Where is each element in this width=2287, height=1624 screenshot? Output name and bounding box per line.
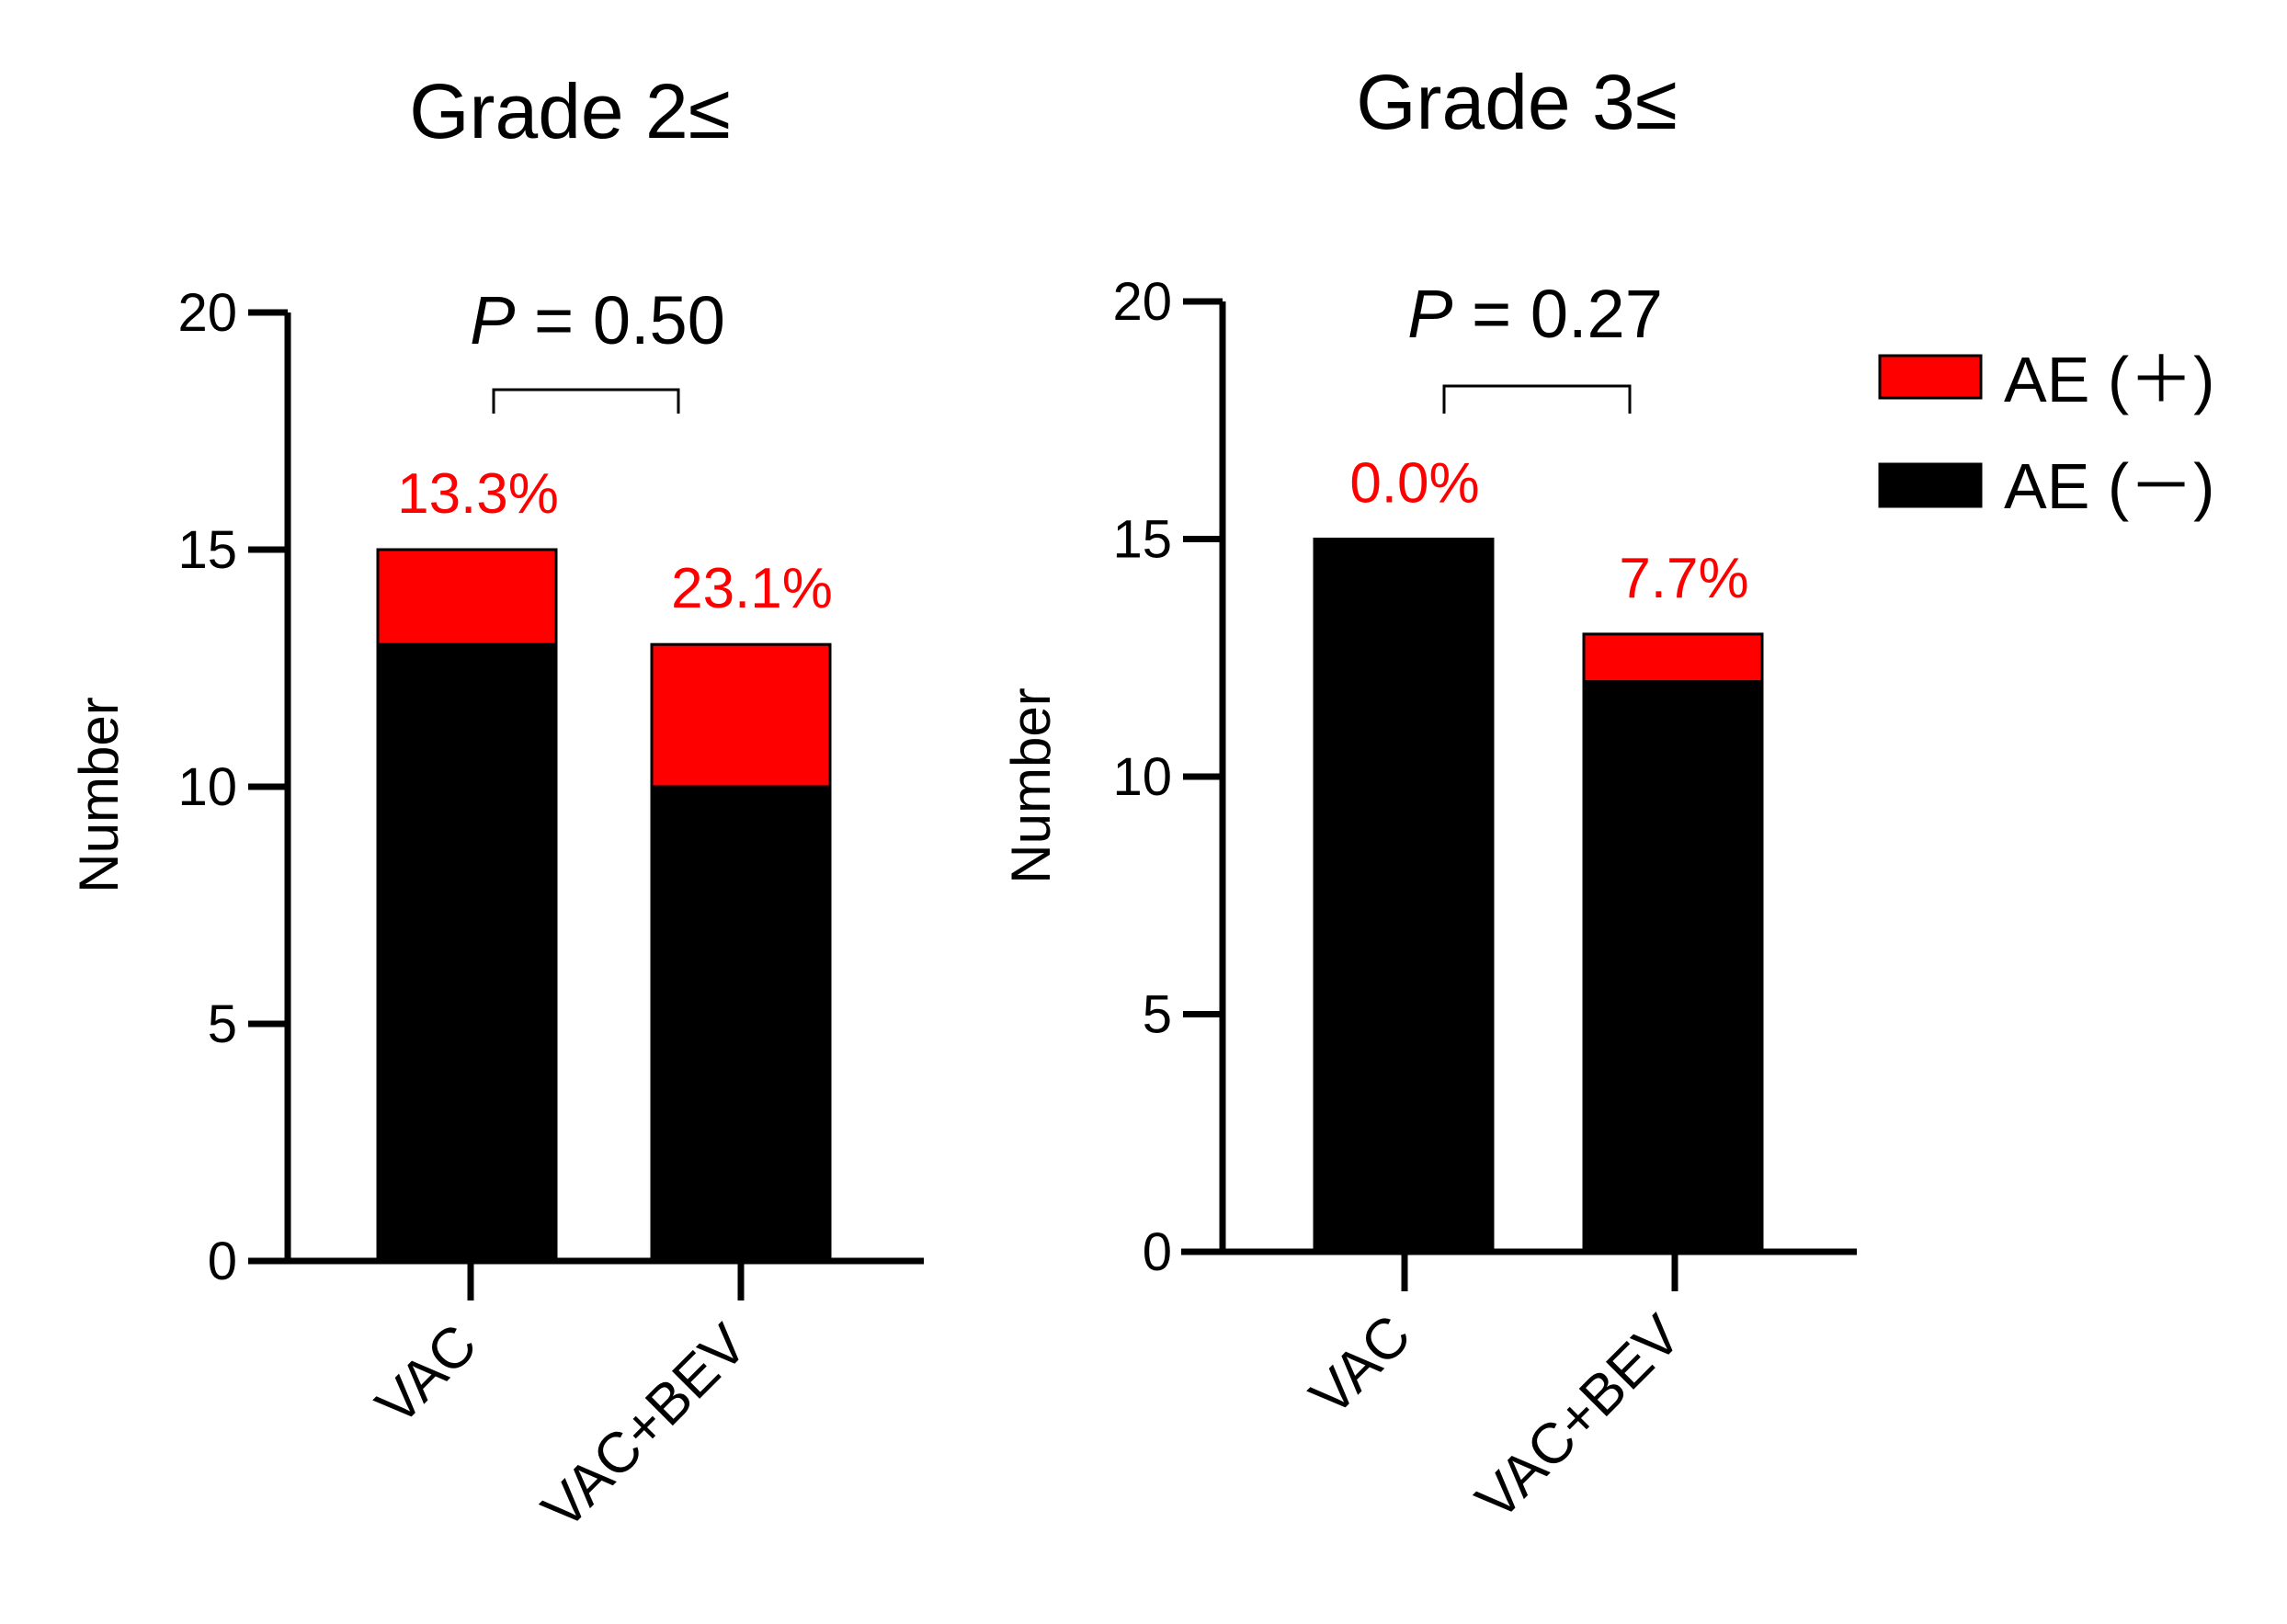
percent-label: 13.3%	[397, 462, 559, 526]
y-axis-label: Number	[68, 697, 130, 892]
legend-swatch-ae-positive	[1878, 354, 1983, 400]
y-tick-label: 20	[1112, 272, 1172, 332]
y-tick-label: 0	[208, 1232, 237, 1291]
bars	[1313, 538, 1764, 1254]
category-labels: VAC VAC+BEV	[364, 1312, 759, 1541]
chart-grade-2: Grade 2≤ Number 0 5 10 15 20 P = 0.50 13.3% 2…	[68, 68, 924, 1541]
legend: AE (＋) AE (－)	[1878, 344, 2214, 522]
y-tick-label: 10	[1112, 747, 1172, 807]
y-tick-label: 5	[1143, 985, 1172, 1045]
p-value-label: P = 0.27	[1407, 276, 1663, 352]
y-ticks: 0 5 10 15 20	[1112, 272, 1223, 1282]
y-tick-label: 15	[177, 520, 237, 580]
percent-labels: 13.3% 23.1%	[397, 462, 833, 620]
bar-segment-ae-positive	[1582, 632, 1764, 684]
legend-label-ae-negative: AE (－)	[2004, 450, 2214, 522]
x-ticks	[1401, 1252, 1678, 1291]
y-tick-label: 20	[177, 283, 237, 343]
category-label: VAC	[1298, 1303, 1423, 1428]
chart-title: Grade 3≤	[1356, 59, 1678, 145]
bar-segment-ae-positive	[650, 642, 832, 789]
legend-swatch-ae-negative	[1878, 462, 1983, 508]
y-tick-label: 10	[177, 757, 237, 817]
percent-labels: 0.0% 7.7%	[1349, 452, 1748, 610]
bar-segment-ae-negative	[650, 785, 832, 1263]
p-value: = 0.27	[1453, 276, 1663, 352]
y-tick-label: 0	[1143, 1222, 1172, 1282]
chart-title: Grade 2≤	[409, 68, 731, 154]
p-symbol: P	[1407, 276, 1452, 352]
p-value-label: P = 0.50	[470, 282, 725, 358]
category-label: VAC	[364, 1312, 489, 1437]
bars	[376, 548, 832, 1263]
bar-segment-ae-negative	[1313, 538, 1495, 1254]
percent-label: 23.1%	[671, 557, 833, 620]
significance-bracket	[1442, 384, 1632, 414]
percent-label: 7.7%	[1619, 547, 1748, 610]
bar-segment-ae-positive	[376, 548, 558, 646]
y-tick-label: 5	[208, 994, 237, 1054]
significance-bracket	[492, 388, 680, 414]
y-ticks: 0 5 10 15 20	[177, 283, 288, 1291]
percent-label: 0.0%	[1349, 452, 1479, 516]
bar-segment-ae-negative	[1582, 680, 1764, 1254]
legend-label-ae-positive: AE (＋)	[2004, 344, 2214, 415]
category-label: VAC+BEV	[1464, 1303, 1693, 1532]
p-symbol: P	[470, 282, 515, 358]
bar-segment-ae-negative	[376, 642, 558, 1263]
category-labels: VAC VAC+BEV	[1298, 1303, 1693, 1532]
category-label: VAC+BEV	[530, 1312, 759, 1541]
chart-grade-3: Grade 3≤ Number 0 5 10 15 20 P = 0.27 0.0% 7.…	[1000, 59, 1857, 1532]
y-axis-label: Number	[1000, 687, 1062, 883]
x-ticks	[467, 1261, 745, 1300]
y-tick-label: 15	[1112, 510, 1172, 570]
p-value: = 0.50	[516, 282, 725, 358]
